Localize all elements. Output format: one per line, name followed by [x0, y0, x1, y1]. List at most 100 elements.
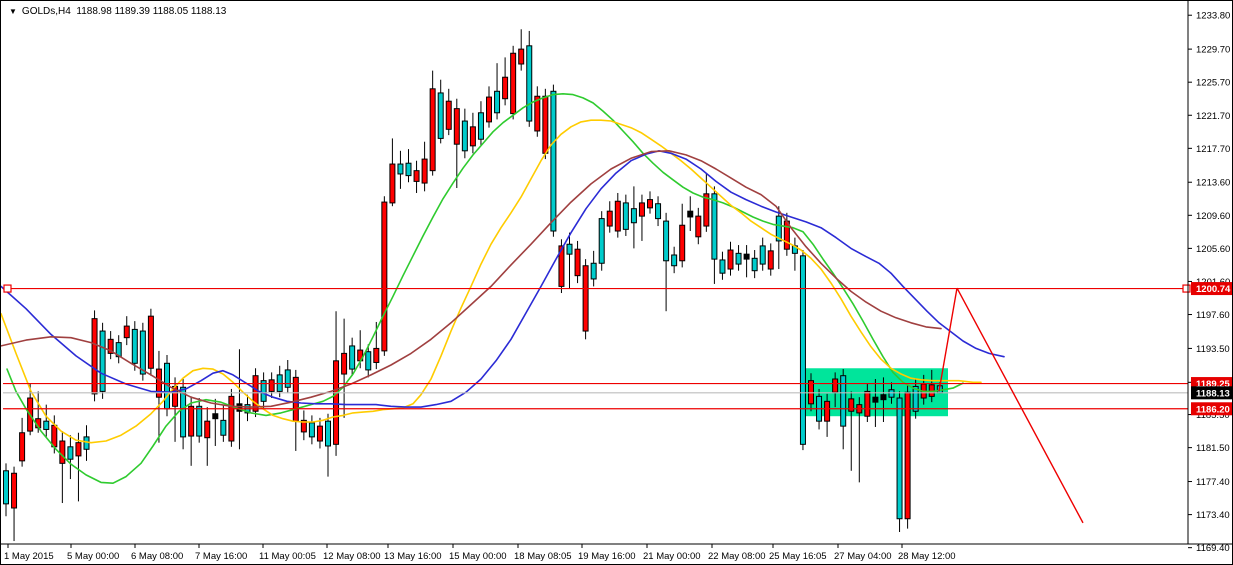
price-axis-label: 1205.60 — [1196, 244, 1230, 255]
price-axis-label: 1221.70 — [1196, 111, 1230, 122]
candle-body — [912, 385, 919, 412]
candle-body — [767, 250, 774, 270]
price-axis-label: 1209.60 — [1196, 211, 1230, 222]
candle-body — [107, 338, 114, 354]
candle-body — [663, 220, 670, 262]
candle-body — [268, 379, 275, 392]
line-handle-right[interactable] — [1182, 284, 1191, 293]
price-axis-label: 1213.60 — [1196, 178, 1230, 189]
candle-body — [630, 208, 637, 224]
candle-body — [574, 248, 581, 277]
candle-body — [453, 108, 460, 145]
candle-body — [719, 259, 726, 274]
candle-body — [461, 120, 468, 152]
ma-slow-blue[interactable] — [1, 150, 1005, 408]
candle-body — [405, 162, 412, 177]
price-axis-label: 1229.70 — [1196, 45, 1230, 56]
candle-body — [775, 215, 782, 242]
price-axis-label: 1181.50 — [1196, 443, 1230, 454]
candle-body — [832, 378, 839, 393]
price-axis-label: 1197.60 — [1196, 310, 1230, 321]
candle-body — [824, 400, 831, 422]
candle-body — [445, 100, 452, 130]
candle-body — [904, 391, 911, 520]
candle-body — [566, 243, 573, 255]
candle-body — [333, 360, 340, 445]
candle-body — [880, 394, 887, 401]
candle-body — [75, 442, 82, 457]
time-axis-label: 11 May 00:05 — [259, 551, 316, 562]
candle-body — [397, 163, 404, 175]
candle-body — [147, 315, 154, 369]
line-handle-left[interactable] — [3, 284, 12, 293]
price-badge-1200.74 — [1191, 282, 1232, 296]
candle-body — [429, 88, 436, 172]
candle-body — [590, 262, 597, 280]
candle-body — [502, 76, 509, 100]
candle-body — [582, 265, 589, 332]
ma-mid-yellow[interactable] — [1, 119, 982, 444]
candle-body — [606, 210, 613, 227]
candle-body — [526, 45, 533, 122]
trendline-down[interactable] — [956, 287, 1084, 524]
candle-body — [59, 440, 66, 464]
candle-body — [840, 375, 847, 427]
candle-body — [542, 95, 549, 154]
candle-body — [131, 328, 138, 364]
price-badge-1200.74-label: 1200.74 — [1196, 284, 1231, 295]
candle-body — [139, 330, 146, 375]
candle-body — [11, 472, 18, 509]
candle-body — [91, 318, 98, 395]
candle-body — [655, 203, 662, 220]
candle-body — [679, 224, 686, 262]
candle-body — [365, 351, 372, 371]
candle-body — [864, 390, 871, 417]
candle-body — [389, 163, 396, 204]
candle-body — [518, 48, 525, 65]
candle-body — [316, 425, 323, 442]
candle-body — [703, 193, 710, 227]
candle-body — [671, 254, 678, 267]
time-axis-label: 19 May 16:00 — [578, 551, 636, 562]
trendline-up[interactable] — [938, 287, 958, 392]
time-axis-label: 15 May 00:00 — [449, 551, 507, 562]
ma-fast-green[interactable] — [6, 93, 964, 485]
candle-body — [252, 375, 259, 412]
candle-body — [220, 419, 227, 436]
candle-body — [421, 158, 428, 184]
price-badge-1186.20 — [1191, 402, 1232, 416]
candle-body — [19, 432, 26, 462]
candle-body — [469, 126, 476, 147]
candle-body — [486, 96, 492, 123]
time-axis-label: 22 May 08:00 — [708, 551, 766, 562]
candle-body — [494, 90, 501, 114]
price-axis-label: 1173.40 — [1196, 510, 1230, 521]
symbol-ohlc-label: GOLDs,H4 1188.98 1189.39 1188.05 1188.13 — [21, 6, 227, 17]
time-axis-label: 1 May 2015 — [4, 551, 54, 562]
candle-body — [413, 170, 420, 182]
candle-body — [759, 245, 766, 265]
candle-body — [711, 193, 718, 260]
candle-body — [196, 405, 203, 437]
candle-body — [550, 90, 557, 232]
time-axis-label: 6 May 08:00 — [131, 551, 183, 562]
candle-body — [349, 345, 356, 370]
candle-body — [83, 436, 90, 450]
price-axis-label: 1233.80 — [1196, 11, 1230, 22]
candle-body — [614, 200, 621, 232]
candle-body — [848, 398, 855, 412]
candle-body — [188, 405, 195, 437]
time-axis-label: 28 May 12:00 — [898, 551, 956, 562]
price-axis-label: 1217.70 — [1196, 144, 1230, 155]
price-axis-label: 1177.40 — [1196, 477, 1230, 488]
candle-body — [308, 422, 315, 438]
symbol-dropdown-icon[interactable]: ▼ — [9, 6, 17, 16]
candle-body — [67, 446, 74, 460]
time-axis-label: 25 May 16:05 — [769, 551, 827, 562]
candle-body — [180, 386, 187, 438]
candle-body — [534, 95, 541, 132]
candle-body — [260, 380, 267, 402]
candle-body — [228, 395, 235, 442]
